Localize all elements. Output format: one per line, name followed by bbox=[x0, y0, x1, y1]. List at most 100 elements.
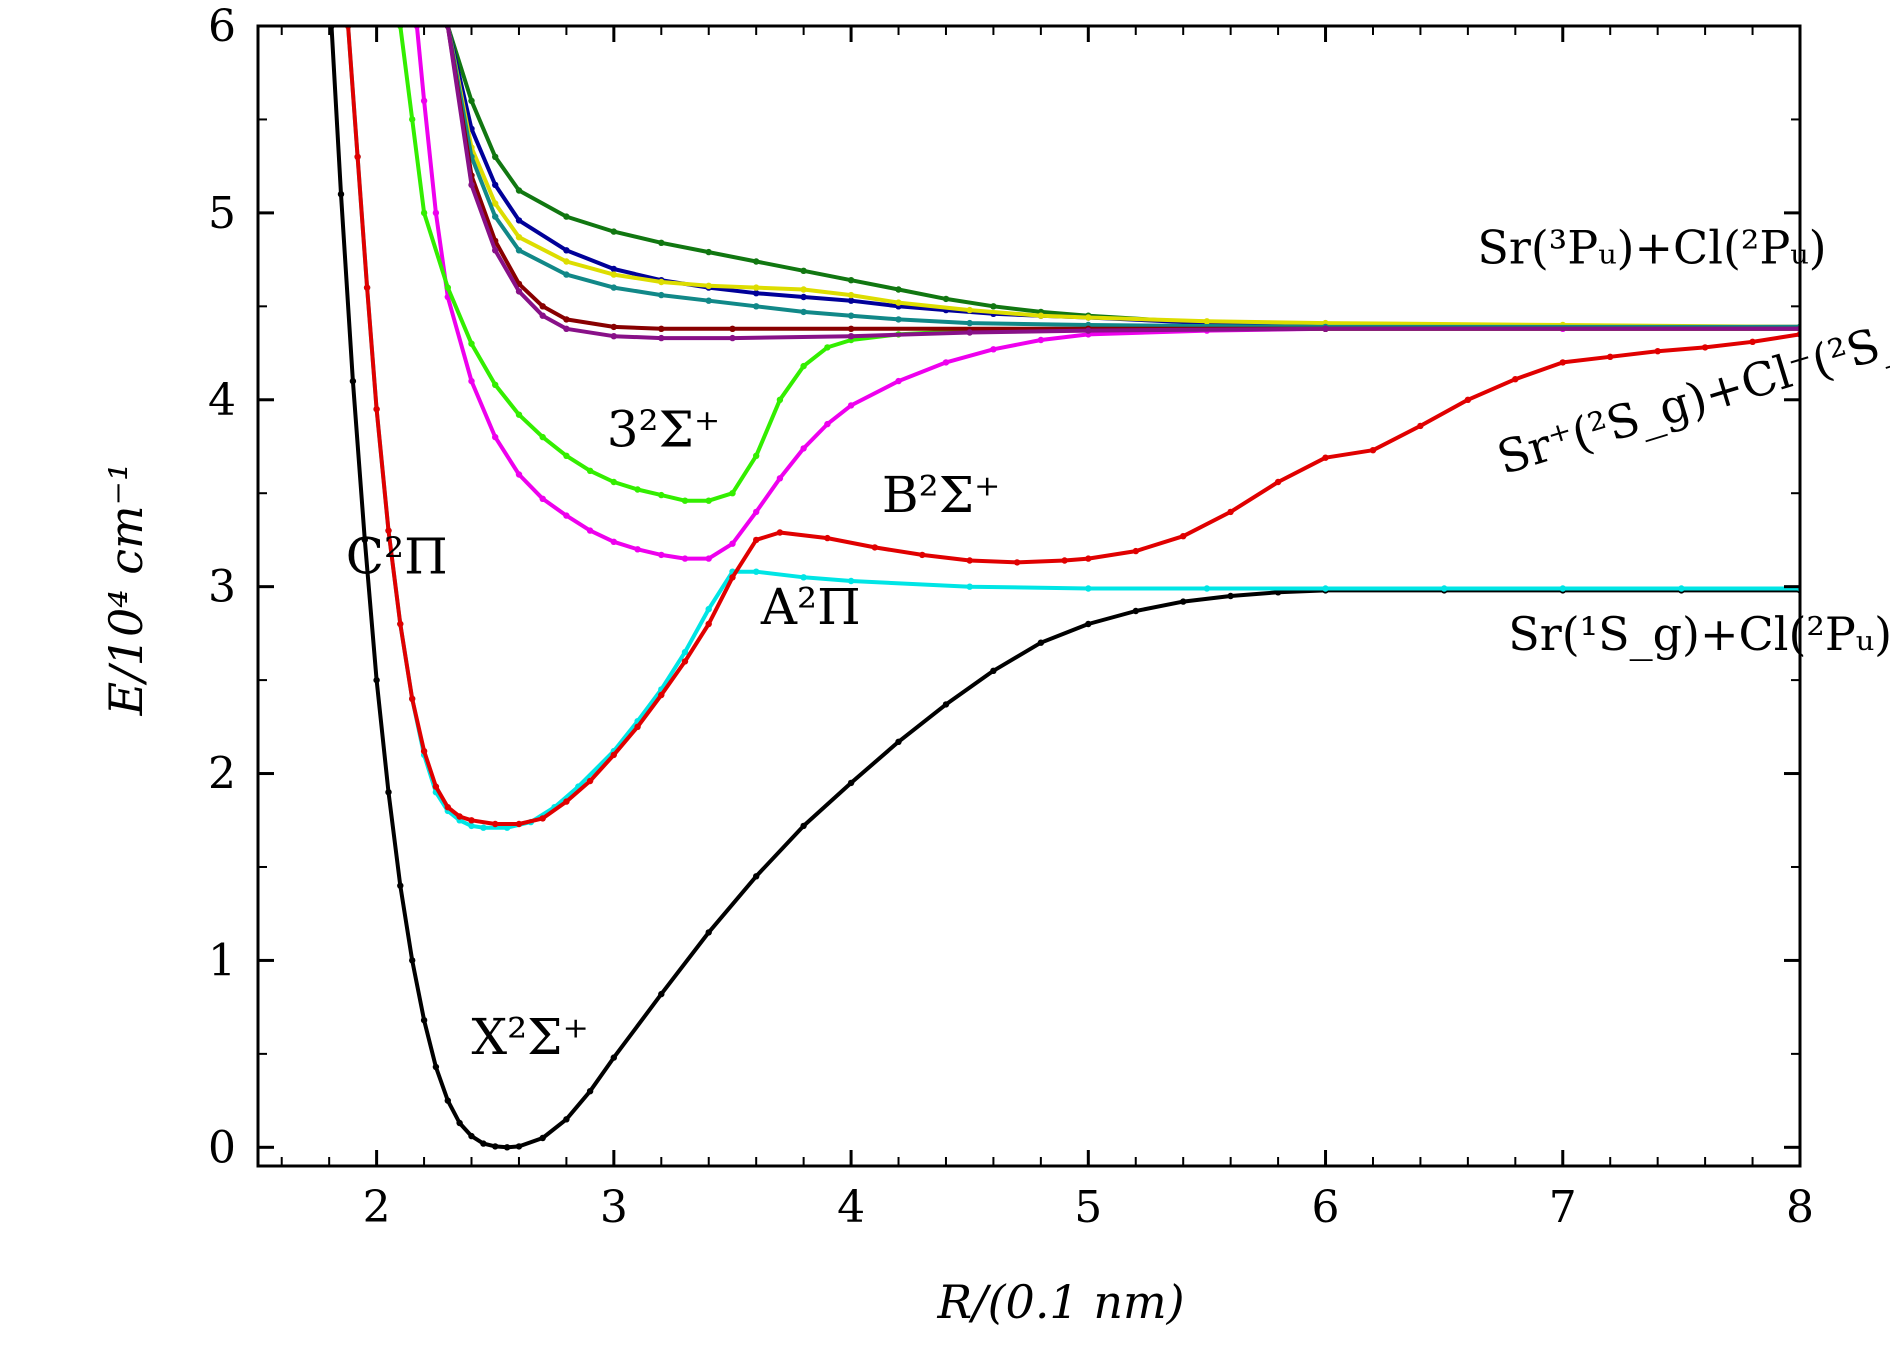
data-point bbox=[610, 265, 617, 273]
data-point bbox=[492, 200, 499, 207]
data-point bbox=[515, 1143, 523, 1150]
data-point bbox=[1061, 557, 1068, 564]
data-point bbox=[539, 495, 546, 502]
curve-annotation: Sr(³Pᵤ)+Cl(²Pᵤ) bbox=[1477, 220, 1826, 274]
data-point bbox=[468, 1132, 475, 1140]
data-point bbox=[847, 779, 855, 787]
data-point bbox=[800, 362, 807, 370]
data-point bbox=[824, 420, 831, 428]
data-point bbox=[966, 306, 973, 314]
x-tick-label: 5 bbox=[1074, 1182, 1102, 1233]
data-point bbox=[681, 648, 689, 656]
data-point bbox=[681, 658, 689, 665]
data-point bbox=[337, 191, 345, 198]
data-point bbox=[1678, 585, 1685, 592]
y-tick-label: 4 bbox=[208, 375, 236, 426]
data-point bbox=[658, 325, 665, 332]
axes-layer: 2 3 4 5 6 7 8 0 1 2 3 4 5 6 bbox=[208, 1, 1814, 1233]
data-point bbox=[563, 452, 570, 459]
data-point bbox=[492, 433, 499, 441]
data-point bbox=[563, 325, 570, 332]
data-point bbox=[409, 695, 416, 702]
data-point bbox=[847, 277, 855, 284]
data-point bbox=[420, 1017, 428, 1024]
data-point bbox=[634, 546, 641, 553]
data-point bbox=[468, 822, 475, 830]
data-point bbox=[610, 323, 617, 331]
data-point bbox=[420, 97, 428, 105]
data-point bbox=[349, 377, 357, 385]
data-point bbox=[753, 258, 760, 265]
data-point bbox=[705, 248, 712, 256]
data-point bbox=[385, 789, 392, 796]
data-point bbox=[800, 574, 807, 581]
series-line-7 bbox=[445, 26, 1800, 329]
data-point bbox=[1654, 348, 1661, 355]
data-point bbox=[1464, 396, 1472, 403]
data-point bbox=[753, 568, 760, 575]
data-point bbox=[563, 1116, 570, 1123]
data-point bbox=[753, 873, 760, 880]
data-point bbox=[776, 475, 784, 482]
data-point bbox=[539, 1134, 546, 1142]
data-point bbox=[409, 957, 416, 964]
data-point bbox=[1607, 353, 1614, 360]
data-point bbox=[444, 804, 451, 811]
series-7 bbox=[444, 26, 1800, 331]
data-point bbox=[634, 723, 641, 730]
data-point bbox=[800, 293, 807, 301]
data-point bbox=[942, 359, 950, 366]
data-point bbox=[990, 346, 997, 353]
data-point bbox=[503, 824, 511, 831]
data-point bbox=[1749, 338, 1756, 345]
series-5 bbox=[444, 26, 1800, 331]
y-tick-label: 1 bbox=[208, 935, 236, 986]
data-point bbox=[492, 181, 499, 189]
data-point bbox=[800, 822, 807, 830]
data-point bbox=[610, 228, 617, 235]
data-point bbox=[658, 291, 665, 299]
data-point bbox=[800, 267, 807, 274]
data-point bbox=[1132, 607, 1140, 615]
data-point bbox=[895, 377, 902, 385]
data-point bbox=[729, 334, 736, 342]
data-point bbox=[563, 213, 570, 220]
data-point bbox=[1180, 598, 1187, 605]
data-point bbox=[610, 333, 617, 340]
data-point bbox=[492, 247, 499, 254]
data-point bbox=[895, 316, 902, 323]
data-point bbox=[1701, 344, 1709, 351]
data-point bbox=[586, 1088, 594, 1095]
data-point bbox=[705, 282, 712, 289]
data-point bbox=[610, 271, 617, 278]
data-point bbox=[1037, 336, 1045, 344]
data-point bbox=[503, 1144, 511, 1151]
data-point bbox=[563, 316, 570, 323]
plot-frame bbox=[256, 24, 1802, 1168]
data-point bbox=[1132, 547, 1140, 555]
data-point bbox=[658, 551, 665, 559]
data-point bbox=[776, 529, 784, 536]
x-axis-title: R/(0.1 nm) bbox=[936, 1275, 1184, 1329]
data-point bbox=[895, 299, 902, 306]
data-point bbox=[610, 284, 617, 291]
data-point bbox=[658, 278, 665, 286]
data-point bbox=[753, 290, 760, 297]
data-point bbox=[586, 777, 594, 785]
data-point bbox=[1037, 312, 1045, 319]
data-point bbox=[385, 527, 392, 534]
data-point bbox=[586, 527, 594, 534]
data-point bbox=[847, 402, 855, 409]
y-tick-label: 5 bbox=[208, 188, 236, 239]
data-point bbox=[1322, 325, 1329, 332]
data-point bbox=[610, 538, 617, 545]
data-point bbox=[432, 783, 440, 790]
data-point bbox=[753, 508, 760, 516]
data-point bbox=[515, 187, 523, 194]
data-point bbox=[492, 1143, 499, 1150]
y-tick-label: 3 bbox=[208, 562, 236, 613]
data-point bbox=[515, 820, 523, 828]
series-10 bbox=[444, 26, 1800, 342]
